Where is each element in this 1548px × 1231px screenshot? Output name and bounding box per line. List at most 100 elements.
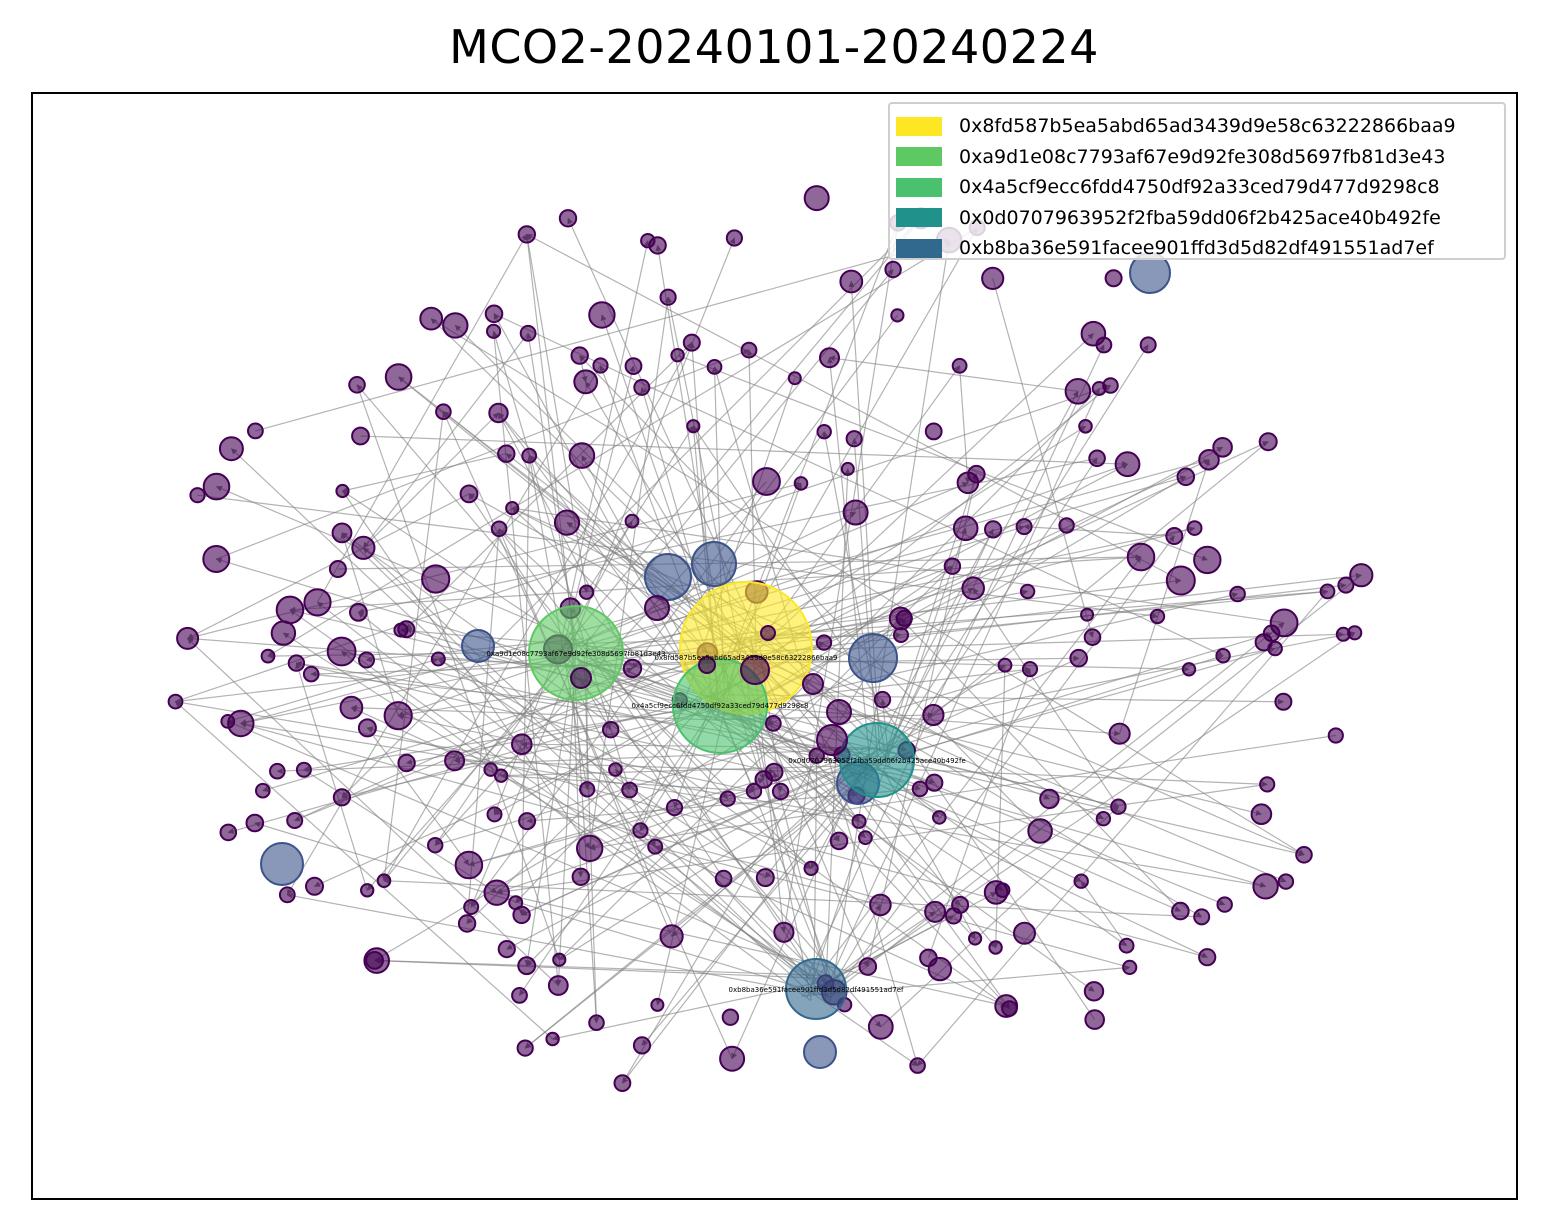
edge xyxy=(175,701,554,1040)
account-node xyxy=(1216,896,1233,913)
account-node xyxy=(328,560,347,578)
hub-node-b8ba xyxy=(785,958,847,1020)
account-node xyxy=(893,627,909,643)
edge xyxy=(992,278,1094,638)
account-node xyxy=(1198,449,1220,471)
account-node xyxy=(1198,948,1217,967)
account-node xyxy=(719,790,736,807)
hub-label-0d07: 0x0d0707963952f2fba59dd06f2b425ace40b492… xyxy=(788,757,966,765)
legend-label: 0xa9d1e08c7793af67e9d92fe308d5697fb81d3e… xyxy=(959,145,1446,168)
edge xyxy=(310,660,735,677)
edge xyxy=(881,631,1273,752)
account-node xyxy=(819,347,840,369)
edge xyxy=(772,771,829,987)
account-node xyxy=(484,304,504,324)
edge xyxy=(362,412,499,549)
account-node xyxy=(573,369,599,395)
account-node xyxy=(511,733,533,756)
account-node xyxy=(1259,776,1276,793)
edge xyxy=(526,234,589,593)
account-node xyxy=(760,625,776,641)
edge xyxy=(357,611,827,990)
edge xyxy=(317,601,809,982)
edge xyxy=(362,332,529,549)
account-node xyxy=(270,620,297,646)
edge xyxy=(187,635,566,668)
account-node-medium xyxy=(848,633,898,683)
account-node xyxy=(951,895,970,914)
account-node xyxy=(840,461,855,476)
edge xyxy=(585,269,894,644)
account-node xyxy=(826,699,852,725)
account-node xyxy=(302,665,320,683)
account-node xyxy=(851,813,867,829)
edge xyxy=(621,760,872,1084)
edge xyxy=(174,634,742,704)
account-node xyxy=(1039,788,1060,810)
account-node xyxy=(219,823,238,842)
edge xyxy=(879,772,1267,888)
account-node xyxy=(358,651,375,669)
edge xyxy=(381,411,444,882)
account-node xyxy=(719,1045,746,1072)
account-node xyxy=(430,651,446,667)
account-node xyxy=(335,483,350,499)
account-node xyxy=(497,444,516,463)
edge xyxy=(341,217,922,798)
edge xyxy=(511,505,1285,624)
edge xyxy=(671,760,866,937)
account-node xyxy=(867,1014,894,1040)
edge xyxy=(886,457,1098,768)
account-node xyxy=(858,830,873,846)
account-node xyxy=(1118,937,1135,954)
account-node xyxy=(873,690,892,709)
hubs-layer xyxy=(528,581,915,1020)
account-node xyxy=(360,883,375,898)
account-node xyxy=(602,721,620,739)
account-node xyxy=(558,209,578,228)
account-node xyxy=(303,588,332,617)
account-node xyxy=(421,564,451,594)
account-node xyxy=(376,873,392,889)
account-node xyxy=(1295,846,1313,864)
account-node xyxy=(633,378,651,396)
edge xyxy=(295,660,870,756)
account-node xyxy=(686,419,701,434)
account-node xyxy=(512,905,531,925)
edge xyxy=(511,507,1305,856)
account-node xyxy=(608,762,623,777)
hub-labels-layer: 0xa9d1e08c7793af67e9d92fe308d5697fb81d3e… xyxy=(486,650,965,994)
account-node xyxy=(349,602,368,622)
account-node xyxy=(644,595,670,621)
account-node xyxy=(665,799,684,817)
account-node xyxy=(895,609,913,627)
edge xyxy=(805,344,1105,980)
account-node xyxy=(1165,527,1184,545)
account-node xyxy=(740,341,758,359)
account-node xyxy=(516,1039,534,1057)
account-node xyxy=(570,667,592,689)
account-node xyxy=(1088,449,1106,468)
account-node xyxy=(486,806,503,823)
account-node xyxy=(925,773,944,792)
legend-entry: 0xa9d1e08c7793af67e9d92fe308d5697fb81d3e… xyxy=(896,142,1504,173)
account-node xyxy=(984,520,1003,539)
edge xyxy=(340,532,399,716)
account-node xyxy=(176,626,200,650)
account-node xyxy=(588,1014,605,1032)
account-node xyxy=(997,657,1013,673)
account-node xyxy=(275,595,305,625)
edge xyxy=(230,448,804,988)
account-node xyxy=(755,868,775,888)
edge xyxy=(742,651,1287,883)
legend-entry: 0x4a5cf9ecc6fdd4750df92a33ced79d477d9298… xyxy=(896,172,1504,203)
account-node xyxy=(1193,545,1222,575)
account-node-medium xyxy=(803,1035,837,1069)
account-node xyxy=(1095,811,1112,827)
account-node xyxy=(764,715,782,732)
edge xyxy=(187,637,559,986)
edge xyxy=(442,411,733,1059)
edge xyxy=(227,692,722,834)
hub-node-0d07 xyxy=(839,722,915,798)
